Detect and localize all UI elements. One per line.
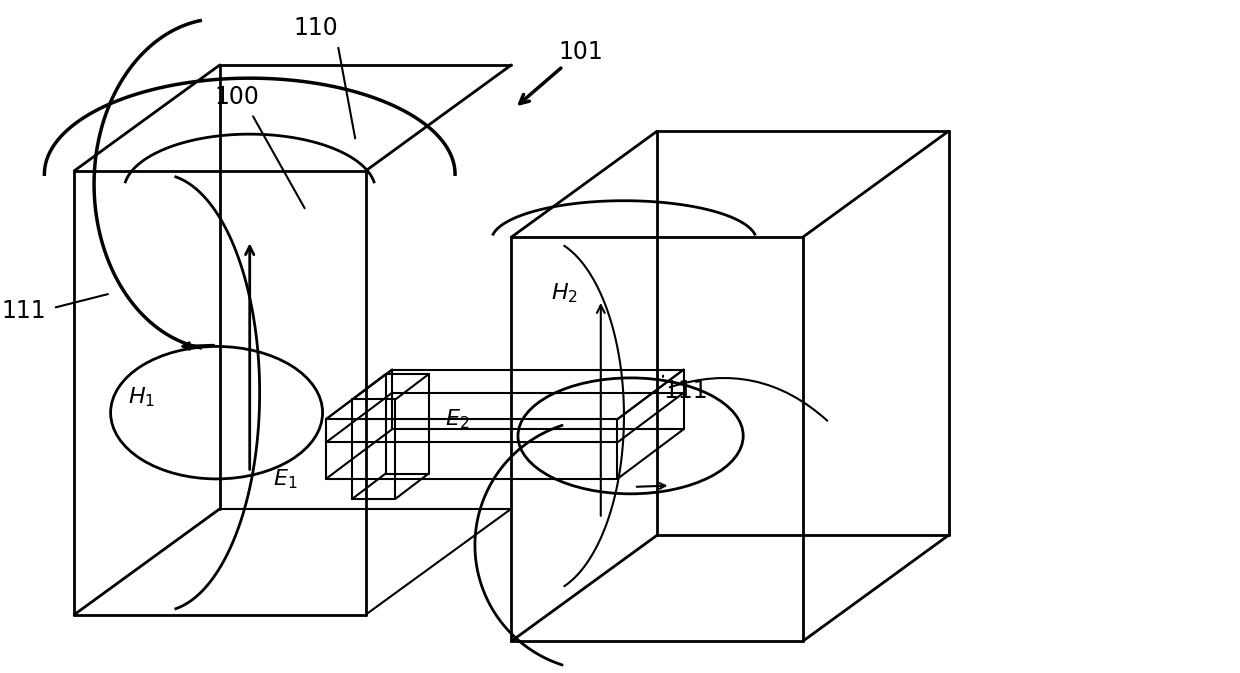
Text: $H_2$: $H_2$ [551, 281, 578, 306]
Text: 110: 110 [294, 16, 339, 40]
Text: 111: 111 [663, 379, 708, 403]
Text: 111: 111 [1, 299, 46, 323]
Text: 101: 101 [558, 40, 604, 64]
Text: $H_1$: $H_1$ [128, 386, 155, 409]
Text: $E_2$: $E_2$ [445, 407, 470, 431]
Text: 100: 100 [215, 85, 259, 109]
Text: $E_1$: $E_1$ [273, 467, 298, 491]
